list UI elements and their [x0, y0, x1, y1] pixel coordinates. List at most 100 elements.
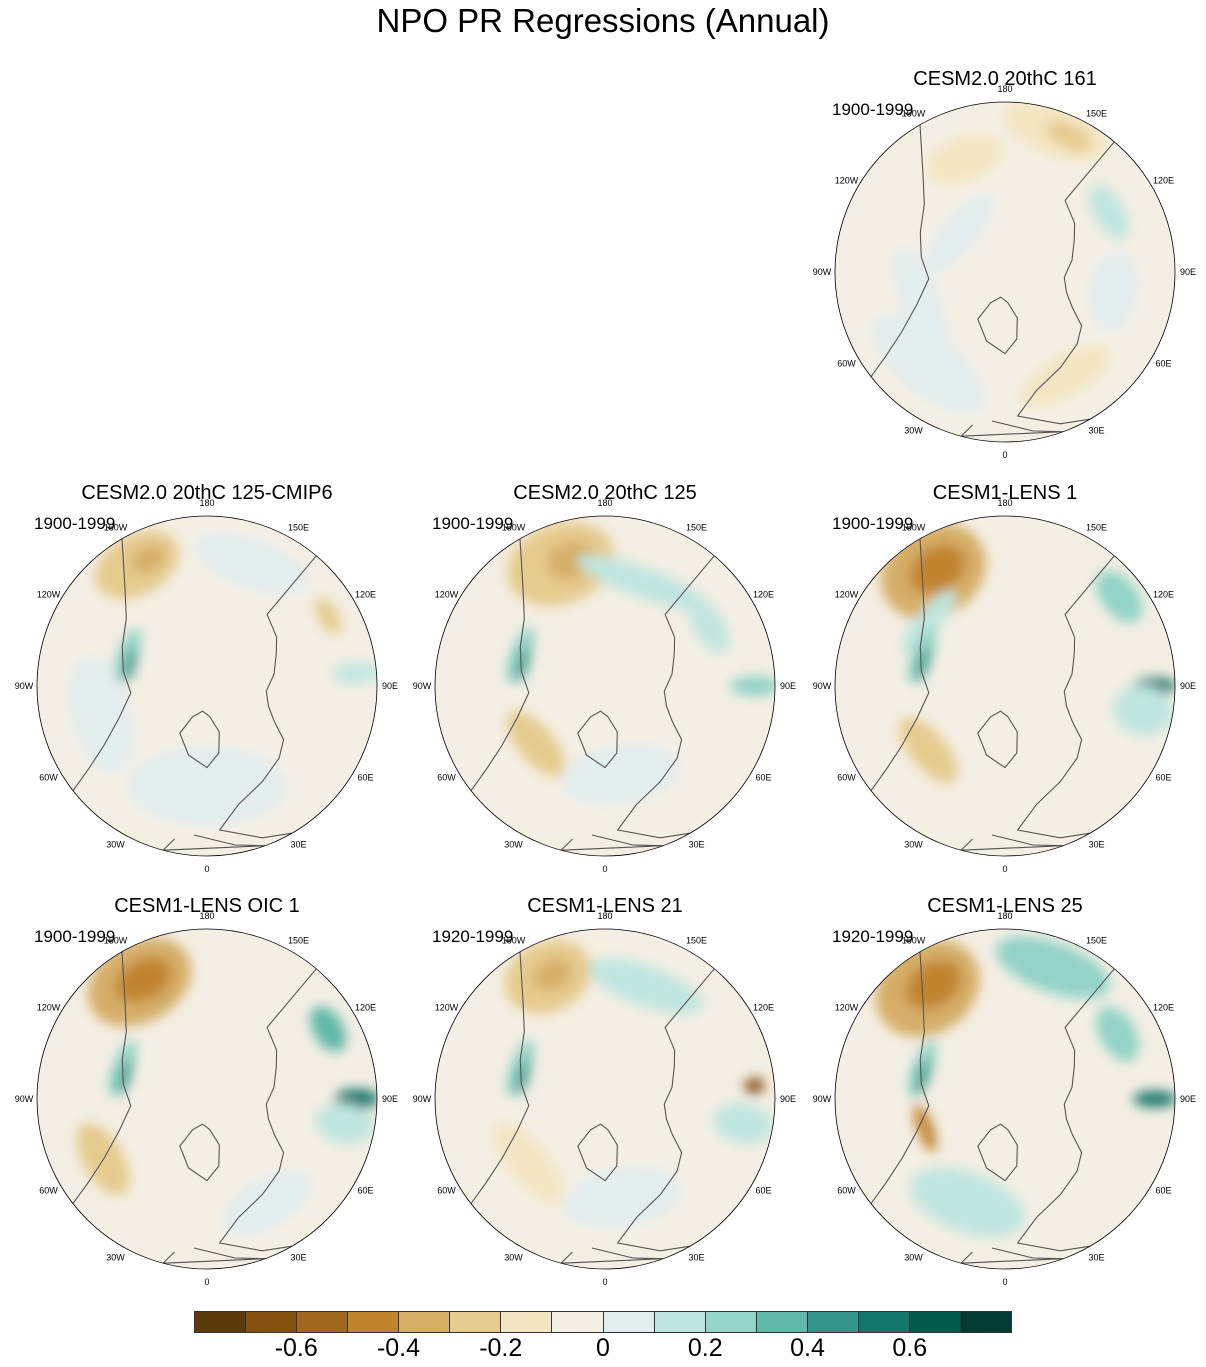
anomaly-contour: [995, 936, 1110, 999]
anomaly-contour: [901, 590, 956, 654]
coastline: [1016, 555, 1115, 839]
longitude-label: 120E: [355, 590, 376, 600]
panel-title: CESM1-LENS 21: [527, 895, 683, 917]
longitude-label: 60W: [837, 1186, 856, 1196]
longitude-label: 180: [597, 911, 612, 921]
anomaly-contour: [113, 628, 142, 686]
coastline-greenland: [977, 1123, 1018, 1182]
anomaly-contour: [563, 1166, 682, 1229]
longitude-label: 150E: [686, 936, 707, 946]
anomaly-contour: [689, 598, 729, 654]
longitude-label: 30E: [1088, 839, 1104, 849]
longitude-label: 150W: [902, 109, 926, 119]
map-border: [834, 101, 1176, 443]
longitude-label: 180: [997, 911, 1012, 921]
longitude-label: 180: [997, 498, 1012, 508]
map-panel-cesm2-125-cmip6: CESM2.0 20thC 125-CMIP6 1900-1999 180 150…: [15, 482, 437, 916]
coastline: [616, 555, 715, 839]
longitude-label: 90E: [382, 681, 398, 691]
anomaly-contour: [516, 1059, 530, 1095]
coastline: [616, 968, 715, 1252]
anomaly-contour: [315, 597, 342, 635]
colorbar-box: [909, 1312, 961, 1332]
longitude-label: 30W: [504, 1252, 523, 1262]
polar-map: 180 150E 120E 90E 60E 30E 0 30W 60W 90W 120W 150W: [813, 84, 1196, 460]
longitude-label: 120E: [753, 1003, 774, 1013]
coastline: [870, 951, 930, 1205]
map-border: [434, 928, 776, 1270]
coastline: [218, 968, 317, 1252]
anomaly-contour: [713, 1102, 773, 1144]
anomaly-contour: [924, 193, 995, 274]
polar-map: 180 150E 120E 90E 60E 30E 0 30W 60W 90W 120W 150W: [413, 498, 796, 874]
longitude-label: 120E: [1153, 590, 1174, 600]
longitude-label: 90E: [1180, 267, 1196, 277]
colorbar-box: [807, 1312, 859, 1332]
longitude-label: 90E: [1180, 681, 1196, 691]
coastline-greenland: [179, 710, 220, 769]
panel-period: 1900-1999: [832, 514, 914, 533]
longitude-label: 120E: [355, 1003, 376, 1013]
longitude-label: 60W: [837, 773, 856, 783]
anomaly-contour: [1020, 345, 1110, 407]
longitude-label: 60W: [437, 1186, 456, 1196]
anomaly-contour: [221, 1169, 313, 1236]
longitude-label: 30W: [106, 839, 125, 849]
longitude-label: 90W: [413, 1094, 432, 1104]
anomaly-contour: [913, 1104, 937, 1152]
longitude-label: 90E: [1180, 1094, 1196, 1104]
anomaly-contour: [905, 960, 962, 1010]
coastline: [470, 538, 530, 792]
coastline: [218, 555, 317, 839]
map-panel-cesm2-125: CESM2.0 20thC 125 1900-1999 180 150E 120E 9…: [413, 482, 835, 916]
panel-title: CESM1-LENS 1: [932, 482, 1078, 504]
anomaly-contour: [730, 676, 775, 696]
longitude-label: 30W: [904, 425, 923, 435]
longitude-label: 120W: [435, 590, 459, 600]
colorbar-box: [705, 1312, 757, 1332]
anomaly-contour: [892, 245, 949, 360]
colorbar-tick-label: 0: [596, 1334, 610, 1362]
longitude-label: 150E: [1086, 523, 1107, 533]
colorbar-box: [858, 1312, 910, 1332]
longitude-label: 90E: [382, 1094, 398, 1104]
longitude-label: 150W: [902, 936, 926, 946]
longitude-label: 150E: [686, 523, 707, 533]
map-panel-cesm1-lens-1: CESM1-LENS 1 1900-1999 180 150E 120E 90E 60E…: [813, 482, 1206, 916]
colorbar-box: [246, 1312, 298, 1332]
longitude-label: 180: [199, 498, 214, 508]
anomaly-contour: [1095, 1006, 1140, 1062]
anomaly-contour: [118, 1059, 132, 1095]
longitude-label: 120E: [1153, 176, 1174, 186]
map-panel-cesm1-lens-oic-1: CESM1-LENS OIC 1 1900-1999 180 150E 120E 90…: [15, 895, 437, 1329]
longitude-label: 60W: [837, 359, 856, 369]
map-panel-cesm2-161: CESM2.0 20thC 161 1900-1999 180 150E 120E 9…: [813, 68, 1206, 502]
panel-title: CESM2.0 20thC 125: [513, 482, 697, 504]
longitude-label: 150W: [502, 936, 526, 946]
longitude-label: 60E: [1155, 773, 1171, 783]
colorbar: [194, 1311, 1012, 1333]
coastline-greenland: [577, 710, 618, 769]
map-panel-cesm1-lens-21: CESM1-LENS 21 1920-1999 180 150E 120E 90E 60…: [413, 895, 835, 1329]
coastline: [470, 951, 530, 1205]
colorbar-tick-label: 0.6: [892, 1334, 928, 1362]
longitude-label: 0: [1002, 1277, 1007, 1287]
polar-map: 180 150E 120E 90E 60E 30E 0 30W 60W 90W 120W 150W: [413, 911, 796, 1287]
longitude-label: 120W: [835, 1003, 859, 1013]
longitude-label: 150E: [288, 936, 309, 946]
longitude-label: 60W: [39, 1186, 58, 1196]
longitude-label: 120W: [37, 1003, 61, 1013]
longitude-label: 30E: [688, 839, 704, 849]
anomaly-contour: [1095, 570, 1143, 623]
longitude-label: 30E: [1088, 1252, 1104, 1262]
anomaly-contour: [315, 1102, 375, 1144]
colorbar-box: [399, 1312, 451, 1332]
colorbar-box: [756, 1312, 808, 1332]
panel-period: 1920-1999: [832, 927, 914, 946]
longitude-label: 120E: [1153, 1003, 1174, 1013]
anomaly-contour: [589, 958, 703, 1015]
map-panel-cesm1-lens-25: CESM1-LENS 25 1920-1999 180 150E 120E 90E 60…: [813, 895, 1206, 1329]
longitude-label: 0: [204, 1277, 209, 1287]
coastline: [1016, 968, 1115, 1252]
longitude-label: 30W: [904, 1252, 923, 1262]
